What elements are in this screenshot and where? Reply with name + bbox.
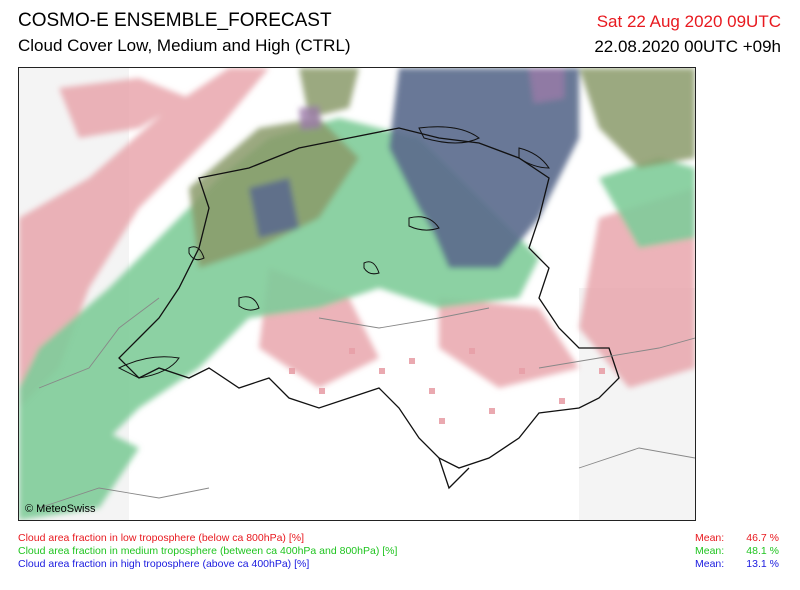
lakes: [117, 126, 550, 379]
mean-value: 46.7 %: [746, 532, 779, 544]
mean-label: Mean:: [695, 545, 725, 557]
high-cloud-area: [249, 68, 579, 268]
mean-label: Mean:: [695, 558, 725, 570]
mean-low: Mean: 46.7 %: [695, 532, 779, 545]
medium-cloud-area: [19, 118, 695, 520]
forecast-map: © MeteoSwiss: [18, 67, 696, 521]
run-time: 22.08.2020 00UTC +09h: [594, 37, 781, 56]
legend-medium: Cloud area fraction in medium tropospher…: [18, 545, 398, 557]
mean-value: 13.1 %: [746, 558, 779, 570]
legend: Cloud area fraction in low troposphere (…: [18, 532, 397, 571]
mean-label: Mean:: [695, 532, 725, 544]
chart-subtitle: Cloud Cover Low, Medium and High (CTRL): [18, 36, 351, 55]
means: Mean: 46.7 % Mean: 48.1 % Mean: 13.1 %: [695, 532, 779, 571]
regional-boundaries: [38, 297, 695, 509]
scattered-low-cloud: [289, 348, 605, 424]
mean-high: Mean: 13.1 %: [695, 558, 779, 571]
legend-high: Cloud area fraction in high troposphere …: [18, 558, 310, 570]
legend-low: Cloud area fraction in low troposphere (…: [18, 532, 304, 544]
mean-medium: Mean: 48.1 %: [695, 545, 779, 558]
cloud-cover-map: [19, 68, 695, 520]
valid-time: Sat 22 Aug 2020 09UTC: [596, 12, 781, 31]
chart-title: COSMO-E ENSEMBLE_FORECAST: [18, 10, 332, 31]
copyright-label: © MeteoSwiss: [25, 503, 96, 515]
high-cloud-violet: [299, 68, 564, 130]
mean-value: 48.1 %: [746, 545, 779, 557]
